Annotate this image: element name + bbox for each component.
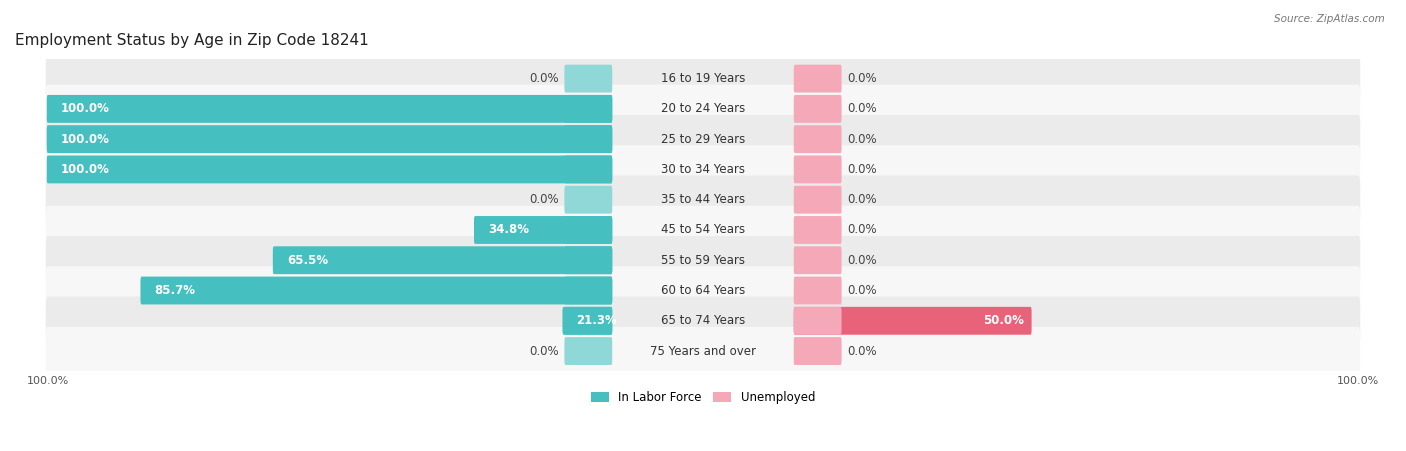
- FancyBboxPatch shape: [141, 276, 612, 304]
- Text: 85.7%: 85.7%: [155, 284, 195, 297]
- FancyBboxPatch shape: [564, 307, 612, 335]
- FancyBboxPatch shape: [46, 266, 1360, 315]
- Text: 100.0%: 100.0%: [60, 133, 110, 146]
- Text: 0.0%: 0.0%: [529, 193, 558, 206]
- Text: 0.0%: 0.0%: [848, 72, 877, 85]
- FancyBboxPatch shape: [474, 216, 612, 244]
- FancyBboxPatch shape: [564, 246, 612, 274]
- FancyBboxPatch shape: [794, 186, 842, 214]
- FancyBboxPatch shape: [794, 307, 1032, 335]
- Text: 0.0%: 0.0%: [848, 223, 877, 236]
- Text: Source: ZipAtlas.com: Source: ZipAtlas.com: [1274, 14, 1385, 23]
- FancyBboxPatch shape: [794, 246, 842, 274]
- FancyBboxPatch shape: [273, 246, 612, 274]
- FancyBboxPatch shape: [46, 85, 1360, 133]
- Text: 0.0%: 0.0%: [529, 345, 558, 358]
- Legend: In Labor Force, Unemployed: In Labor Force, Unemployed: [586, 386, 820, 409]
- FancyBboxPatch shape: [46, 95, 612, 123]
- FancyBboxPatch shape: [46, 156, 612, 184]
- FancyBboxPatch shape: [564, 337, 612, 365]
- Text: 100.0%: 100.0%: [60, 163, 110, 176]
- Text: 0.0%: 0.0%: [848, 193, 877, 206]
- Text: 0.0%: 0.0%: [848, 102, 877, 115]
- Text: 25 to 29 Years: 25 to 29 Years: [661, 133, 745, 146]
- Text: 35 to 44 Years: 35 to 44 Years: [661, 193, 745, 206]
- Text: 34.8%: 34.8%: [488, 223, 529, 236]
- FancyBboxPatch shape: [794, 307, 842, 335]
- Text: 55 to 59 Years: 55 to 59 Years: [661, 254, 745, 267]
- FancyBboxPatch shape: [794, 64, 842, 92]
- FancyBboxPatch shape: [794, 337, 842, 365]
- Text: 0.0%: 0.0%: [529, 72, 558, 85]
- FancyBboxPatch shape: [564, 156, 612, 184]
- Text: 65.5%: 65.5%: [287, 254, 328, 267]
- Text: 0.0%: 0.0%: [848, 284, 877, 297]
- FancyBboxPatch shape: [794, 156, 842, 184]
- FancyBboxPatch shape: [46, 115, 1360, 163]
- FancyBboxPatch shape: [564, 95, 612, 123]
- Text: 50.0%: 50.0%: [983, 314, 1024, 327]
- FancyBboxPatch shape: [794, 95, 842, 123]
- Text: Employment Status by Age in Zip Code 18241: Employment Status by Age in Zip Code 182…: [15, 33, 368, 48]
- FancyBboxPatch shape: [46, 327, 1360, 375]
- FancyBboxPatch shape: [564, 186, 612, 214]
- FancyBboxPatch shape: [46, 55, 1360, 103]
- FancyBboxPatch shape: [564, 276, 612, 304]
- FancyBboxPatch shape: [794, 276, 842, 304]
- Text: 0.0%: 0.0%: [848, 254, 877, 267]
- FancyBboxPatch shape: [46, 145, 1360, 193]
- FancyBboxPatch shape: [46, 125, 612, 153]
- FancyBboxPatch shape: [564, 125, 612, 153]
- FancyBboxPatch shape: [46, 175, 1360, 224]
- FancyBboxPatch shape: [794, 216, 842, 244]
- Text: 0.0%: 0.0%: [848, 345, 877, 358]
- Text: 65 to 74 Years: 65 to 74 Years: [661, 314, 745, 327]
- Text: 20 to 24 Years: 20 to 24 Years: [661, 102, 745, 115]
- Text: 16 to 19 Years: 16 to 19 Years: [661, 72, 745, 85]
- Text: 21.3%: 21.3%: [576, 314, 617, 327]
- Text: 0.0%: 0.0%: [848, 163, 877, 176]
- Text: 45 to 54 Years: 45 to 54 Years: [661, 223, 745, 236]
- Text: 0.0%: 0.0%: [848, 133, 877, 146]
- FancyBboxPatch shape: [46, 297, 1360, 345]
- Text: 100.0%: 100.0%: [60, 102, 110, 115]
- FancyBboxPatch shape: [564, 64, 612, 92]
- FancyBboxPatch shape: [562, 307, 612, 335]
- Text: 60 to 64 Years: 60 to 64 Years: [661, 284, 745, 297]
- FancyBboxPatch shape: [46, 206, 1360, 254]
- Text: 75 Years and over: 75 Years and over: [650, 345, 756, 358]
- FancyBboxPatch shape: [46, 236, 1360, 285]
- FancyBboxPatch shape: [564, 216, 612, 244]
- FancyBboxPatch shape: [794, 125, 842, 153]
- Text: 30 to 34 Years: 30 to 34 Years: [661, 163, 745, 176]
